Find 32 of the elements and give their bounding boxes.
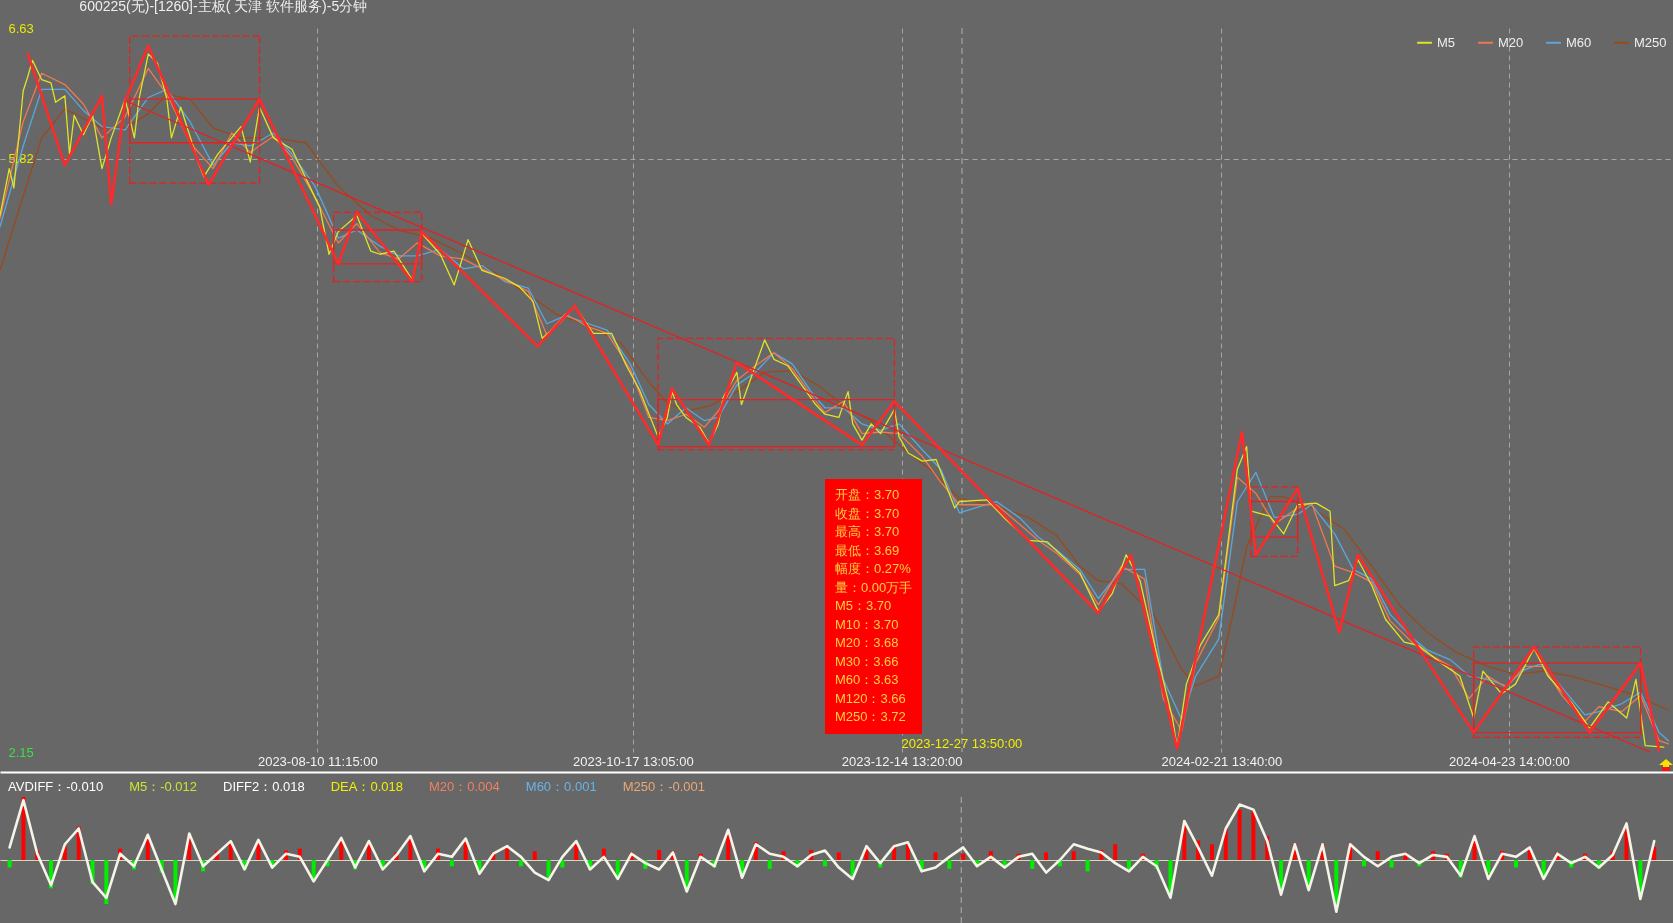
x-tick-label: 2023-10-17 13:05:00 <box>572 753 694 769</box>
x-tick-label: 2023-12-14 13:20:00 <box>841 753 963 769</box>
text: M250：-0.001 <box>622 779 706 795</box>
x-tick-label: 2024-04-23 14:00:00 <box>1449 753 1570 769</box>
annotation: M5：3.70 <box>834 597 893 615</box>
y-tick-label: 6.63 <box>8 20 34 36</box>
annotation: M10：3.70 <box>834 615 900 634</box>
annotation: M250：3.72 <box>834 708 907 726</box>
annotation: 开盘：3.70 <box>834 486 901 504</box>
text: M5：-0.012 <box>129 779 198 795</box>
annotation: 幅度：0.27% <box>834 560 912 578</box>
legend-label: M5 <box>1437 34 1456 50</box>
y-tick-label: 2.15 <box>8 744 34 760</box>
text: AVDIFF：-0.010 <box>8 779 104 795</box>
legend-label: M60 <box>1566 34 1592 50</box>
text: DIFF2：0.018 <box>223 779 305 795</box>
text: M60：0.001 <box>525 779 597 795</box>
text: M20：0.004 <box>428 779 500 795</box>
legend-label: M250 <box>1634 34 1667 50</box>
text: DEA：0.018 <box>330 779 403 795</box>
annotation: M120：3.66 <box>834 689 907 708</box>
annotation: M20：3.68 <box>834 634 900 652</box>
annotation: 最高：3.70 <box>834 523 901 541</box>
annotation: M60：3.63 <box>834 671 900 689</box>
legend-label: M20 <box>1498 34 1524 50</box>
ref-line-label: 2023-12-27 13:50:00 <box>901 736 1023 751</box>
annotation: 最低：3.69 <box>834 541 901 560</box>
x-tick-label: 2023-08-10 11:15:00 <box>257 753 378 769</box>
annotation: 收盘：3.70 <box>834 504 901 523</box>
annotation: M30：3.66 <box>834 652 900 671</box>
annotation: 量：0.00万手 <box>834 578 913 597</box>
x-tick-label: 2024-02-21 13:40:00 <box>1161 753 1283 769</box>
